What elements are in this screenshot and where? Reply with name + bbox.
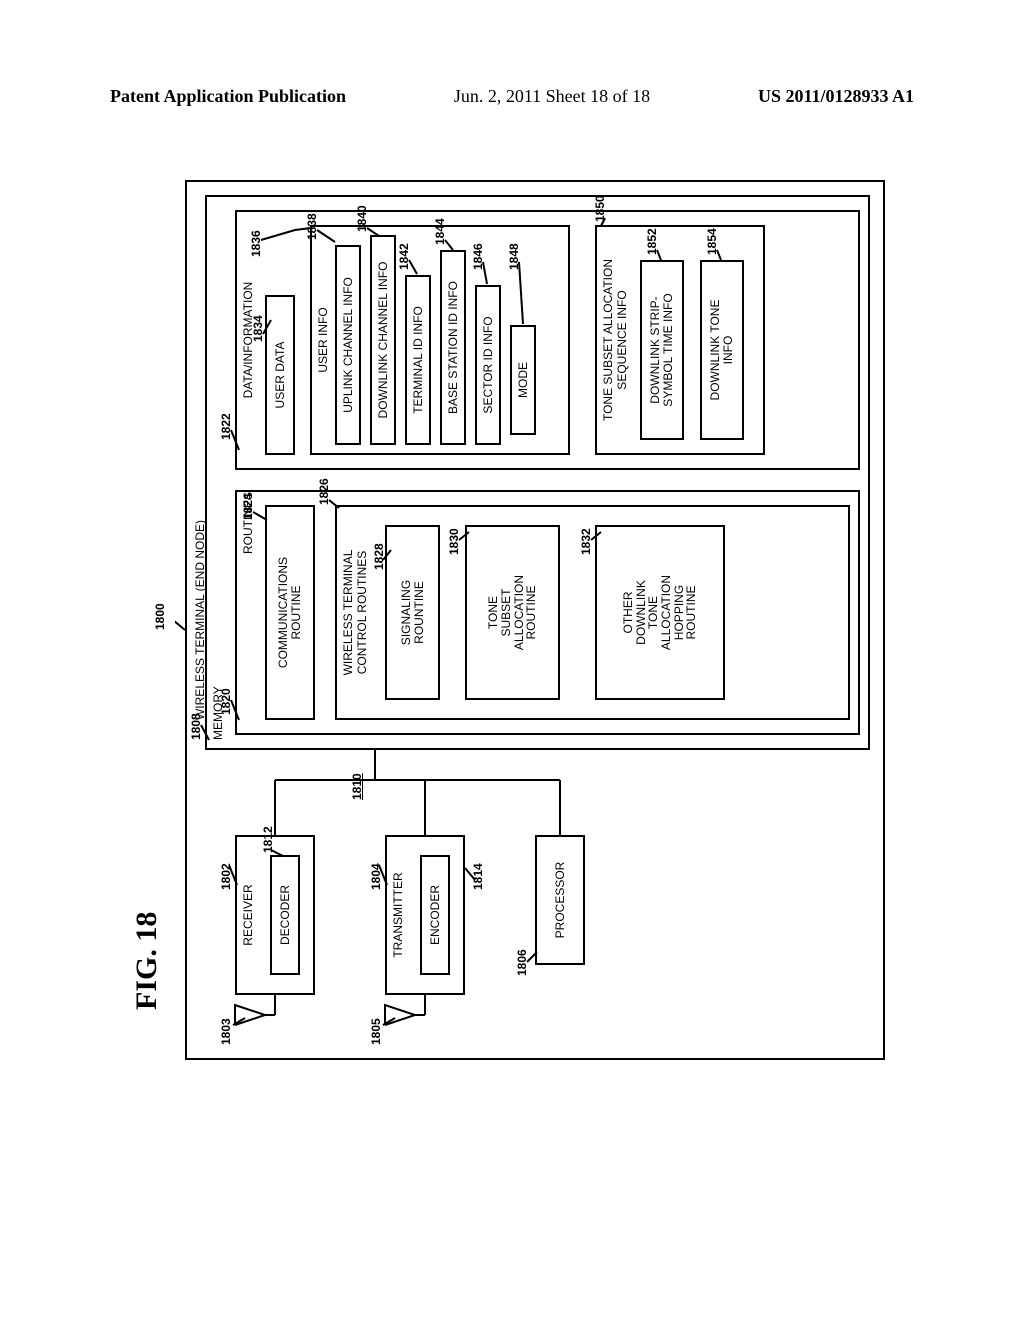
uplink-label: UPLINK CHANNEL INFO [337,247,359,443]
processor-box: PROCESSOR [535,835,585,965]
ref-bus: 1810 [350,773,364,800]
receiver-label: RECEIVER [241,837,255,993]
sectorid-label: SECTOR ID INFO [477,287,499,443]
memory-label: MEMORY [211,189,225,748]
mode-label: MODE [512,327,534,433]
ref-toneseq: 1850 [593,195,607,222]
header-right: US 2011/0128933 A1 [758,86,914,107]
ref-receiver: 1802 [219,863,233,890]
ref-wtc: 1826 [317,478,331,505]
signaling-label: SIGNALING ROUNTINE [387,527,438,698]
ref-transmitter: 1804 [369,863,383,890]
ref-1800: 1800 [153,603,167,630]
userinfo-label: USER INFO [316,227,330,453]
ref-processor: 1806 [515,949,529,976]
ref-mode: 1848 [507,243,521,270]
ref-termid: 1842 [397,243,411,270]
tonesub-box: TONE SUBSET ALLOCATION ROUTINE [465,525,560,700]
ref-sectorid: 1846 [471,243,485,270]
page-header: Patent Application Publication Jun. 2, 2… [0,86,1024,107]
encoder-label: ENCODER [422,857,448,973]
routines-label: ROUTINES [241,432,255,733]
ref-downlink: 1840 [355,205,369,232]
ref-dltone: 1854 [705,228,719,255]
ref-tonesub: 1830 [447,528,461,555]
dltone-label: DOWNLINK TONE INFO [702,262,742,438]
comm-routine-label: COMMUNICATIONS ROUTINE [267,507,313,718]
bsid-box: BASE STATION ID INFO [440,250,466,445]
ref-encoder: 1814 [471,863,485,890]
termid-label: TERMINAL ID INFO [407,277,429,443]
tonesub-label: TONE SUBSET ALLOCATION ROUTINE [467,527,558,698]
wtc-label: WIRELESS TERMINAL CONTROL ROUTINES [341,507,369,718]
decoder-label: DECODER [272,857,298,973]
ref-userinfo: 1836 [249,230,263,257]
ref-memory: 1808 [189,713,203,740]
diagram-container: 1800 WIRELESS TERMINAL (END NODE) RECEIV… [175,180,885,1060]
userdata-label: USER DATA [267,297,293,453]
encoder-box: ENCODER [420,855,450,975]
termid-box: TERMINAL ID INFO [405,275,431,445]
ref-uplink: 1838 [305,213,319,240]
ref-otherdl: 1832 [579,528,593,555]
ref-bsid: 1844 [433,218,447,245]
ref-comm-routine: 1824 [241,493,255,520]
uplink-box: UPLINK CHANNEL INFO [335,245,361,445]
figure-label: FIG. 18 [130,912,164,1010]
ref-routines: 1820 [219,688,233,715]
ref-signaling: 1828 [372,543,386,570]
transmitter-label: TRANSMITTER [391,837,405,993]
diagram: 1800 WIRELESS TERMINAL (END NODE) RECEIV… [175,180,885,1060]
processor-label: PROCESSOR [537,837,583,963]
dlstrip-label: DOWNLINK STRIP- SYMBOL TIME INFO [642,262,682,438]
dlstrip-box: DOWNLINK STRIP- SYMBOL TIME INFO [640,260,684,440]
sectorid-box: SECTOR ID INFO [475,285,501,445]
comm-routine-box: COMMUNICATIONS ROUTINE [265,505,315,720]
ref-decoder: 1812 [261,826,275,853]
otherdl-box: OTHER DOWNLINK TONE ALLOCATION HOPPING R… [595,525,725,700]
ref-userdata: 1834 [251,315,265,342]
decoder-box: DECODER [270,855,300,975]
ref-datainfo: 1822 [219,413,233,440]
toneseq-label: TONE SUBSET ALLOCATION SEQUENCE INFO [601,227,629,453]
ref-ant-tx: 1805 [369,1018,383,1045]
userdata-box: USER DATA [265,295,295,455]
ref-ant-rx: 1803 [219,1018,233,1045]
header-left: Patent Application Publication [110,86,346,107]
downlink-label: DOWNLINK CHANNEL INFO [372,237,394,443]
page: Patent Application Publication Jun. 2, 2… [0,0,1024,1320]
header-center: Jun. 2, 2011 Sheet 18 of 18 [454,86,650,107]
bsid-label: BASE STATION ID INFO [442,252,464,443]
otherdl-label: OTHER DOWNLINK TONE ALLOCATION HOPPING R… [597,527,723,698]
mode-box: MODE [510,325,536,435]
signaling-box: SIGNALING ROUNTINE [385,525,440,700]
ref-dlstrip: 1852 [645,228,659,255]
dltone-box: DOWNLINK TONE INFO [700,260,744,440]
downlink-box: DOWNLINK CHANNEL INFO [370,235,396,445]
